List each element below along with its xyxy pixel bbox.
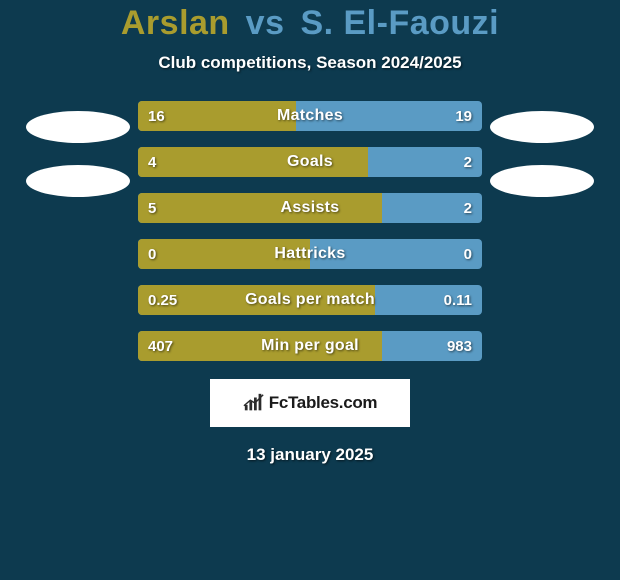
side-col-left [18,101,138,219]
logo-text: FcTables.com [269,393,378,413]
player1-name: Arslan [121,4,230,42]
date-line: 13 january 2025 [247,445,374,465]
comparison-infographic: Arslan vs S. El-Faouzi Club competitions… [0,0,620,580]
avatar-placeholder [490,165,594,197]
stat-label: Hattricks [138,239,482,269]
stat-bar: 407983Min per goal [138,331,482,361]
stat-label: Min per goal [138,331,482,361]
chart-area: 1619Matches 42Goals 52Assists 00Hattricks 0.… [0,101,620,361]
side-col-right [482,101,602,219]
stat-bar: 42Goals [138,147,482,177]
stat-bar: 1619Matches [138,101,482,131]
logo-badge: FcTables.com [210,379,410,427]
page-title: Arslan vs S. El-Faouzi [121,4,499,43]
avatar-placeholder [490,111,594,143]
chart-icon [243,392,265,414]
avatar-placeholder [26,165,130,197]
subtitle: Club competitions, Season 2024/2025 [158,53,461,73]
avatar-placeholder [26,111,130,143]
stats-bars: 1619Matches 42Goals 52Assists 00Hattricks 0.… [138,101,482,361]
stat-bar: 0.250.11Goals per match [138,285,482,315]
stat-label: Assists [138,193,482,223]
stat-bar: 00Hattricks [138,239,482,269]
stat-label: Goals [138,147,482,177]
stat-label: Goals per match [138,285,482,315]
stat-label: Matches [138,101,482,131]
stat-bar: 52Assists [138,193,482,223]
title-vs: vs [246,4,285,42]
player2-name: S. El-Faouzi [300,4,499,42]
